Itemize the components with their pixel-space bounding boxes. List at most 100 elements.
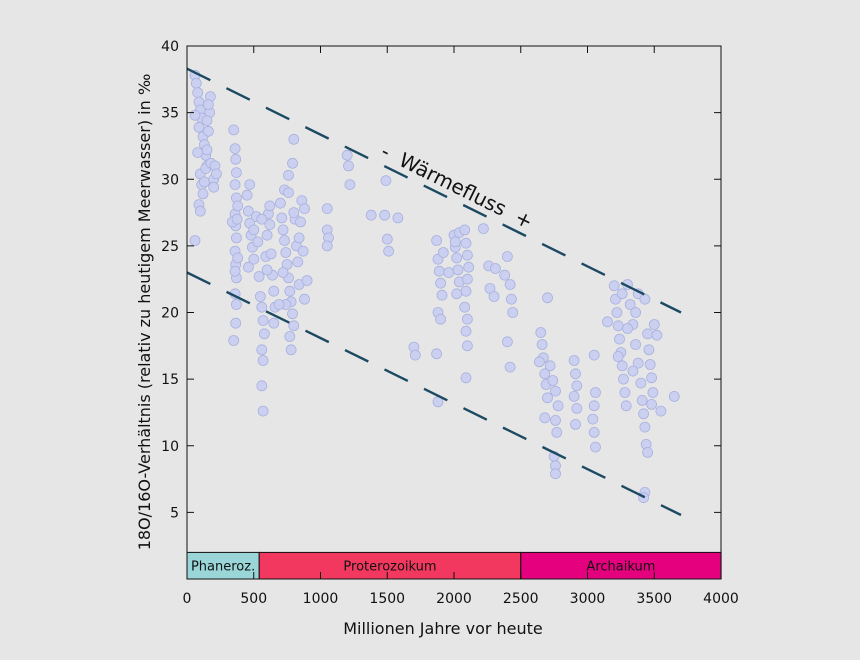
data-point [264,200,276,212]
data-point [241,189,253,201]
data-point [460,285,472,297]
data-point [230,153,242,165]
data-point [242,205,254,217]
data-point [280,247,292,258]
data-point [619,387,631,398]
data-point [189,235,201,246]
data-point [536,339,548,350]
data-point [288,207,300,219]
data-point [504,279,516,290]
data-point [228,124,240,136]
data-point [459,301,471,313]
data-point [588,349,600,361]
x-tick-label: 1000 [303,591,339,607]
data-point [646,372,657,384]
y-axis-title: 18O/16O-Verhältnis (relativ zu heutigem … [135,74,154,551]
era-label: Archaikum [586,560,655,575]
data-point [534,356,545,368]
data-point [460,372,472,384]
data-point [229,265,241,277]
data-point [192,147,204,159]
data-point [608,280,620,292]
data-point [192,87,204,98]
data-point [256,213,268,225]
data-point [668,390,680,402]
data-point [380,175,392,187]
data-point [551,426,563,438]
data-point [642,328,653,340]
data-point [612,320,624,332]
data-point [435,313,447,325]
data-point [343,160,354,172]
data-point [451,288,463,300]
data-point [229,143,241,155]
data-point [341,149,353,161]
y-tick-label: 30 [161,172,179,188]
data-point [254,291,266,302]
data-point [230,299,242,310]
data-point [461,273,473,285]
data-point [276,212,288,224]
data-point [232,252,244,264]
data-point [622,323,633,334]
data-point [571,402,583,414]
data-point [253,271,265,282]
data-point [244,179,256,191]
data-point [451,252,463,264]
data-point [292,256,304,268]
data-point [624,299,636,310]
data-point [287,157,298,169]
data-point [550,468,561,480]
x-tick-label: 3000 [570,591,606,607]
data-point [614,333,625,345]
data-point [194,205,206,217]
data-point [461,313,473,325]
data-point [321,240,333,252]
data-point [197,188,209,200]
trend-lines [186,67,682,517]
data-point [449,236,461,248]
data-point [504,361,516,373]
data-point [392,212,404,224]
data-point [202,99,214,110]
data-point [256,380,268,392]
data-point [193,121,205,133]
data-point [285,344,297,356]
data-point [642,446,653,458]
data-point [443,267,455,278]
x-axis-ticks: 0 500 1000 1500 2000 2500 3000 3500 4000 [183,46,739,607]
data-point [501,336,513,348]
data-point [274,197,286,209]
data-point [256,301,268,313]
x-tick-label: 0 [183,591,192,607]
data-point [431,235,443,246]
data-point [297,245,309,257]
data-point [587,413,599,425]
data-point [190,77,202,89]
y-tick-label: 40 [161,39,179,55]
data-point [612,351,624,362]
y-tick-label: 35 [161,106,179,122]
data-point [231,213,243,225]
y-axis-ticks: 5 10 15 20 25 30 35 40 [161,39,721,521]
data-point [646,398,657,410]
data-point [295,216,306,228]
x-tick-label: 500 [240,591,267,607]
data-point [299,293,310,305]
data-point [257,355,269,366]
data-point [477,223,489,235]
data-point [248,224,260,236]
data-point [571,380,583,392]
data-point [257,315,269,326]
data-point [258,328,270,340]
era-segment [186,551,260,580]
data-point [461,340,473,352]
data-point [460,237,472,249]
data-point [431,348,443,360]
data-point [242,261,254,273]
data-point [261,264,273,276]
data-points [189,69,680,504]
data-point [568,390,580,402]
data-point [208,181,220,193]
data-point [618,373,629,385]
